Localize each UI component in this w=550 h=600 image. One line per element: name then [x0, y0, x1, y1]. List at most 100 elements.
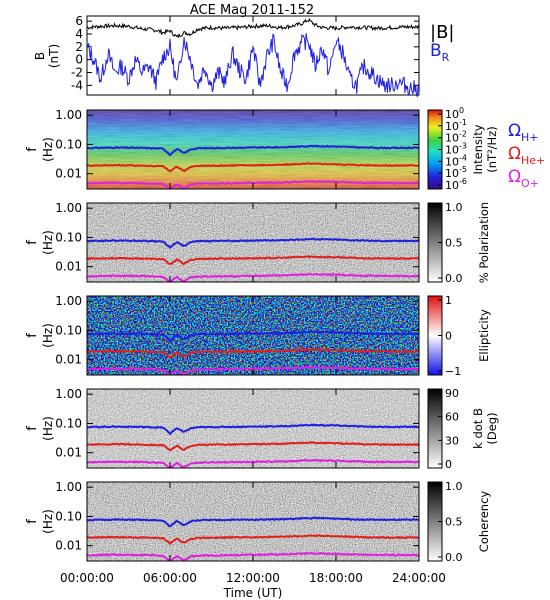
colorbar-tick-label: 30 [445, 434, 459, 447]
xaxis-label: Time (UT) [223, 586, 283, 600]
panel-coherency-ytick-label: 0.10 [55, 509, 82, 523]
panel-b-ytick-label: 4 [75, 27, 83, 41]
legend-omega-hplus: ΩH+ [508, 121, 539, 144]
panel-intensity-colorbar-unit: (nT²/Hz) [485, 126, 499, 172]
panel-coherency: 1.00 0.10 0.01 f (Hz) 1.0 0.5 0.0 Coherency [25, 480, 491, 564]
panel-b-ytick-label: -2 [71, 66, 83, 80]
colorbar-tick-label: 10-1 [445, 118, 467, 133]
xaxis-tick-label: 18:00:00 [309, 571, 363, 585]
legend-omega-heplus: ΩHe+ [508, 144, 545, 167]
panel-b-ytick-label: 0 [75, 53, 83, 67]
panel-ellipticity-texture [87, 296, 419, 375]
gyro-line-h-intensity [87, 144, 419, 157]
panel-intensity-yunit: (Hz) [41, 137, 55, 162]
colorbar-tick-label: 10-3 [445, 142, 467, 157]
legend-bmag: |B| [430, 22, 454, 43]
panel-kdotb-yunit: (Hz) [41, 416, 55, 441]
panel-intensity-ytick-label: 1.00 [55, 108, 82, 122]
legend-br-main: B [430, 41, 442, 61]
panel-kdotb-colorbar-unit: (Deg) [485, 412, 499, 444]
panel-kdotb-ytick-label: 0.10 [55, 416, 82, 430]
panel-ellipticity: 1.00 0.10 0.01 f (Hz) 1 0 −1 Ellipticity [25, 294, 491, 378]
panel-polarization-ytick-label: 0.01 [55, 260, 82, 274]
colorbar-tick-label: 1.0 [445, 201, 463, 214]
gyro-line-he-coherency [87, 534, 419, 546]
panel-ellipticity-ytick-label: 0.01 [55, 353, 82, 367]
panel-polarization-ylabel: f [25, 240, 40, 245]
panel-kdotb-ytick-label: 0.01 [55, 446, 82, 460]
colorbar-tick-label: −1 [445, 365, 461, 378]
gyro-line-he-polarization [87, 255, 419, 266]
colorbar-tick-label: 10-5 [445, 165, 467, 180]
panel-intensity-texture [87, 110, 419, 189]
panel-coherency-ylabel: f [25, 519, 40, 524]
panel-b-ytick-label: 6 [75, 14, 83, 28]
panel-coherency-ytick-label: 1.00 [55, 480, 82, 494]
panel-polarization-texture [87, 203, 419, 282]
panel-coherency-texture [87, 482, 419, 561]
gyro-line-he-intensity [87, 162, 419, 173]
colorbar-tick-label: 10-2 [445, 130, 467, 145]
colorbar-tick-label: 90 [445, 387, 459, 400]
xaxis-tick-label: 00:00:00 [60, 571, 114, 585]
colorbar-tick-label: 0.5 [445, 516, 463, 529]
gyro-line-h-ellipticity [87, 330, 419, 342]
panel-polarization-ytick-label: 1.00 [55, 201, 82, 215]
panel-ellipticity-yunit: (Hz) [41, 323, 55, 348]
panel-kdotb-colorbar [427, 388, 443, 469]
panel-b-yunit: (nT) [47, 44, 61, 68]
panel-intensity-colorbar-label: Intensity [471, 124, 485, 174]
xaxis-tick-label: 12:00:00 [226, 571, 280, 585]
gyro-line-o-kdotb [87, 458, 419, 468]
colorbar-tick-label: 0.5 [445, 237, 463, 250]
colorbar-tick-label: 60 [445, 411, 459, 424]
panel-intensity-ytick-label: 0.01 [55, 167, 82, 181]
xaxis-tick-label: 24:00:00 [392, 571, 446, 585]
panel-b-ylabel: B [33, 52, 47, 60]
xaxis-tick-label: 06:00:00 [143, 571, 197, 585]
panel-ellipticity-ylabel: f [25, 333, 40, 338]
gyro-line-h-coherency [87, 516, 419, 528]
gyro-line-he-ellipticity [87, 348, 419, 359]
colorbar-tick-label: 1 [445, 294, 452, 307]
gyro-line-h-kdotb [87, 423, 419, 436]
colorbar-tick-label: 10-4 [445, 153, 467, 168]
panel-kdotb-colorbar-label: k dot B [471, 408, 485, 449]
panel-coherency-colorbar-label: Coherency [477, 491, 491, 553]
legend-br: BR [430, 41, 450, 64]
series-line-b-magnitude [86, 17, 420, 39]
panel-b-ytick-label: 2 [75, 40, 83, 54]
series-line-b-radial [86, 33, 420, 98]
panel-ellipticity-colorbar-label: Ellipticity [477, 309, 491, 362]
legend-omega-oplus: ΩO+ [508, 167, 539, 190]
panel-intensity: 1.00 0.10 0.01 f (Hz) 10010-110-210-310-410-5… [25, 106, 545, 192]
legend-br-sub: R [442, 51, 450, 64]
colorbar-tick-label: 10-6 [445, 177, 467, 192]
panel-polarization-colorbar-label: % Polarization [477, 202, 491, 283]
gyro-line-h-polarization [87, 237, 419, 250]
panel-kdotb-ylabel: f [25, 426, 40, 431]
colorbar-tick-label: 0 [445, 330, 452, 343]
panel-polarization: 1.00 0.10 0.01 f (Hz) 1.0 0.5 0.0 % Polarization [25, 201, 491, 285]
gyro-line-o-ellipticity [87, 365, 419, 375]
colorbar-tick-label: 100 [445, 106, 464, 121]
panel-polarization-ytick-label: 0.10 [55, 230, 82, 244]
panel-kdotb: 1.00 0.10 0.01 f (Hz) 90 60 30 0 k dot B (Deg) [25, 387, 499, 471]
figure-title: ACE Mag 2011-152 [190, 3, 314, 18]
panel-ellipticity-ytick-label: 0.10 [55, 323, 82, 337]
panel-intensity-ylabel: f [25, 147, 40, 152]
panel-b-ytick-label: -4 [71, 78, 83, 92]
panel-ellipticity-ytick-label: 1.00 [55, 294, 82, 308]
panel-coherency-yunit: (Hz) [41, 509, 55, 534]
panel-polarization-yunit: (Hz) [41, 230, 55, 255]
gyro-line-he-kdotb [87, 441, 419, 452]
colorbar-tick-label: 1.0 [445, 480, 463, 493]
colorbar-tick-label: 0.0 [445, 551, 463, 564]
panel-coherency-ytick-label: 0.01 [55, 539, 82, 553]
colorbar-tick-label: 0.0 [445, 272, 463, 285]
panel-intensity-ytick-label: 0.10 [55, 137, 82, 151]
panel-kdotb-texture [87, 389, 419, 468]
gyro-line-o-intensity [87, 180, 419, 189]
colorbar-tick-label: 0 [445, 458, 452, 471]
